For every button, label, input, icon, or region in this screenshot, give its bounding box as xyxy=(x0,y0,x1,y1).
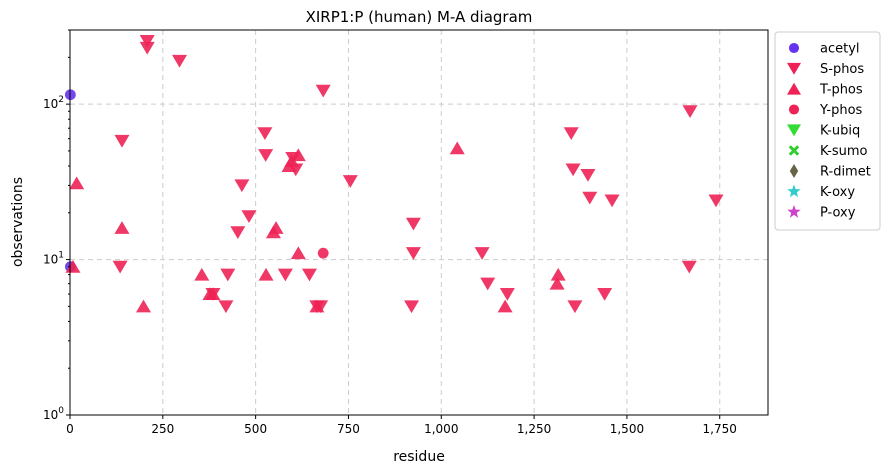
legend: acetyl S-phos T-phos Y-phos K-ubiq K-sumo R-di… xyxy=(774,31,881,231)
legend-marker-p-oxy xyxy=(787,205,801,218)
point-s-phos xyxy=(172,54,188,68)
x-tick-label: 1,250 xyxy=(517,422,551,436)
point-s-phos xyxy=(315,84,331,98)
point-s-phos xyxy=(257,127,273,140)
y-axis: 100 101 102 xyxy=(43,29,70,422)
point-t-phos xyxy=(309,299,325,313)
x-tick-label: 1,750 xyxy=(703,422,737,436)
y-tick-label: 102 xyxy=(43,95,64,111)
point-s-phos xyxy=(404,300,420,314)
point-t-phos xyxy=(205,287,221,301)
legend-label-r-dimet: R-dimet xyxy=(820,165,871,180)
point-t-phos xyxy=(281,159,297,173)
point-s-phos xyxy=(474,247,490,260)
grid xyxy=(70,30,768,415)
point-s-phos xyxy=(277,268,293,282)
point-s-phos xyxy=(114,134,130,148)
point-s-phos xyxy=(405,247,421,260)
point-s-phos xyxy=(234,179,250,193)
legend-label-k-ubiq: K-ubiq xyxy=(820,124,860,139)
point-s-phos xyxy=(682,105,698,119)
y-tick-label: 100 xyxy=(43,406,64,422)
point-s-phos xyxy=(405,217,421,231)
point-t-phos xyxy=(265,225,281,239)
point-y-phos xyxy=(317,247,329,259)
legend-marker-k-sumo xyxy=(788,145,800,156)
x-axis-label: residue xyxy=(393,449,445,465)
point-s-phos xyxy=(139,41,155,55)
point-s-phos xyxy=(480,277,496,291)
legend-box xyxy=(774,31,881,231)
point-s-phos xyxy=(258,149,274,162)
x-tick-label: 750 xyxy=(337,422,360,436)
legend-marker-k-oxy xyxy=(787,184,801,198)
point-t-phos xyxy=(194,267,210,281)
legend-marker-t-phos xyxy=(787,82,801,95)
x-tick-label: 0 xyxy=(66,422,74,436)
x-tick-label: 500 xyxy=(244,422,267,436)
data-points xyxy=(64,34,724,314)
point-s-phos xyxy=(241,210,257,224)
legend-label-s-phos: S-phos xyxy=(820,62,864,77)
legend-marker-r-dimet xyxy=(789,164,799,178)
point-s-phos xyxy=(301,268,317,282)
point-s-phos xyxy=(582,191,598,205)
point-s-phos xyxy=(112,260,128,274)
x-tick-label: 1,500 xyxy=(610,422,644,436)
legend-marker-k-ubiq xyxy=(787,124,801,137)
point-t-phos xyxy=(136,299,152,313)
point-s-phos xyxy=(681,260,697,274)
point-s-phos xyxy=(563,127,579,140)
point-s-phos xyxy=(499,288,515,301)
legend-label-y-phos: Y-phos xyxy=(819,103,863,118)
plot-frame xyxy=(69,29,769,416)
point-t-phos xyxy=(549,276,565,290)
x-tick-label: 1,000 xyxy=(424,422,458,436)
point-s-phos xyxy=(230,226,246,239)
x-tick-label: 250 xyxy=(151,422,174,436)
x-axis: 0 250 500 750 1,000 1,250 1,500 1,750 xyxy=(66,415,737,436)
y-tick-label: 101 xyxy=(43,251,64,267)
point-t-phos xyxy=(114,221,130,234)
legend-label-acetyl: acetyl xyxy=(820,42,860,57)
legend-marker-y-phos xyxy=(788,104,800,115)
point-s-phos xyxy=(604,194,620,208)
point-s-phos xyxy=(567,300,583,314)
legend-marker-s-phos xyxy=(787,62,801,75)
point-s-phos xyxy=(708,194,724,208)
point-t-phos xyxy=(290,246,306,260)
point-t-phos xyxy=(65,259,81,273)
point-s-phos xyxy=(139,34,155,48)
point-t-phos xyxy=(550,267,566,281)
point-t-phos xyxy=(497,299,513,313)
point-t-phos xyxy=(69,176,85,190)
legend-label-k-sumo: K-sumo xyxy=(820,144,868,159)
legend-label-t-phos: T-phos xyxy=(819,83,863,98)
point-t-phos xyxy=(258,267,274,281)
point-s-phos xyxy=(580,169,596,182)
point-t-phos xyxy=(449,141,465,155)
point-s-phos xyxy=(597,288,613,301)
point-s-phos xyxy=(218,300,234,314)
point-s-phos xyxy=(342,175,358,188)
chart-title: XIRP1:P (human) M-A diagram xyxy=(306,8,533,26)
point-s-phos xyxy=(565,163,581,177)
point-t-phos xyxy=(290,148,306,162)
point-s-phos xyxy=(220,268,236,282)
legend-label-k-oxy: K-oxy xyxy=(820,185,855,200)
y-axis-label: observations xyxy=(10,177,26,267)
legend-label-p-oxy: P-oxy xyxy=(820,206,856,221)
legend-marker-acetyl xyxy=(788,42,800,54)
